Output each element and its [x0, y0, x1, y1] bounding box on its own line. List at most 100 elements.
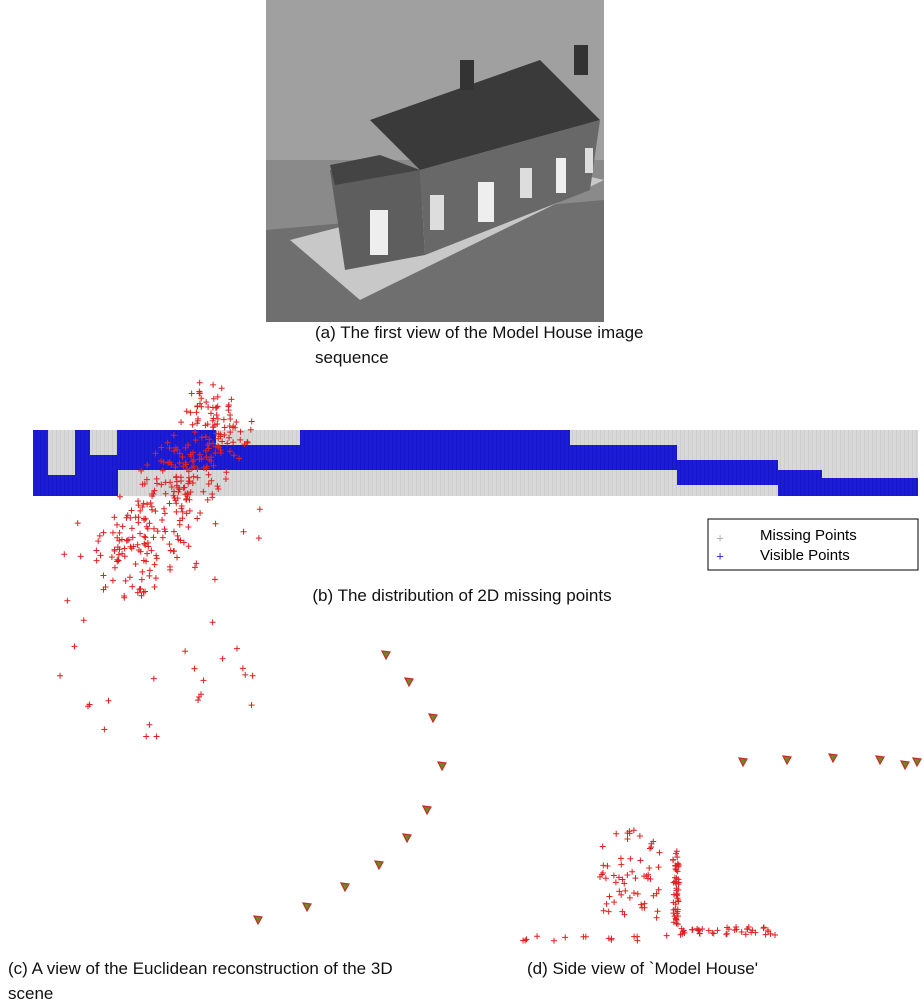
camera: [739, 758, 747, 766]
visible-region: [822, 478, 918, 496]
point: [97, 533, 103, 539]
point: [146, 573, 152, 579]
point: [95, 538, 101, 544]
point: [110, 530, 116, 536]
svg-text:+: +: [716, 548, 724, 563]
point: [195, 697, 201, 703]
point: [194, 515, 200, 521]
camera: [375, 861, 383, 869]
point: [551, 938, 557, 944]
camera: [438, 762, 446, 770]
point: [622, 888, 628, 894]
point: [200, 677, 206, 683]
point: [78, 553, 84, 559]
point: [637, 857, 643, 863]
point: [98, 552, 104, 558]
figure-art: + + Missing Points Visible Points: [0, 0, 924, 1006]
point: [534, 933, 540, 939]
point: [601, 908, 607, 914]
point: [93, 548, 99, 554]
point: [162, 510, 168, 516]
point: [175, 533, 181, 539]
point: [629, 869, 635, 875]
point: [154, 555, 160, 561]
point: [193, 409, 199, 415]
visible-region: [677, 460, 778, 485]
point: [121, 546, 127, 552]
point: [167, 564, 173, 570]
point: [213, 405, 219, 411]
point: [184, 408, 190, 414]
point: [166, 500, 172, 506]
point: [129, 508, 135, 514]
page: + + Missing Points Visible Points (a) Th…: [0, 0, 924, 1006]
camera: [382, 651, 390, 659]
point: [600, 844, 606, 850]
point: [606, 909, 612, 915]
point: [94, 558, 100, 564]
point: [150, 534, 156, 540]
point: [523, 936, 529, 942]
point: [228, 396, 234, 402]
point: [191, 666, 197, 672]
point: [75, 520, 81, 526]
point: [214, 412, 220, 418]
point: [618, 862, 624, 868]
point: [182, 648, 188, 654]
point: [127, 574, 133, 580]
point: [210, 619, 216, 625]
point: [627, 895, 633, 901]
point: [180, 509, 186, 515]
point: [192, 564, 198, 570]
point: [189, 391, 195, 397]
point: [221, 417, 227, 423]
point: [173, 509, 179, 515]
point: [638, 902, 644, 908]
point: [135, 514, 141, 520]
point: [655, 908, 661, 914]
camera: [829, 754, 837, 762]
point: [613, 831, 619, 837]
point: [111, 514, 117, 520]
point: [606, 894, 612, 900]
point: [226, 402, 232, 408]
point: [129, 525, 135, 531]
point: [160, 535, 166, 541]
point: [61, 551, 67, 557]
camera: [403, 834, 411, 842]
point: [100, 573, 106, 579]
camera: [341, 883, 349, 891]
point: [135, 520, 141, 526]
point: [178, 419, 184, 425]
point: [646, 865, 652, 871]
point: [120, 523, 126, 529]
point: [141, 534, 147, 540]
point: [627, 856, 633, 862]
svg-text:+: +: [716, 530, 724, 545]
point: [197, 380, 203, 386]
visible-region: [300, 430, 570, 470]
point: [603, 875, 609, 881]
point: [210, 382, 216, 388]
visible-region: [48, 475, 118, 496]
camera: [876, 756, 884, 764]
point: [137, 531, 143, 537]
point: [624, 872, 630, 878]
point: [600, 862, 606, 868]
point: [241, 529, 247, 535]
point: [690, 927, 696, 933]
point: [101, 530, 107, 536]
point: [81, 617, 87, 623]
point: [240, 665, 246, 671]
point: [152, 562, 158, 568]
point: [761, 924, 767, 930]
point: [631, 890, 637, 896]
point: [654, 915, 660, 921]
point: [171, 548, 177, 554]
point: [635, 891, 641, 897]
point: [154, 734, 160, 740]
point: [173, 500, 179, 506]
point: [233, 419, 239, 425]
point: [184, 496, 190, 502]
point: [220, 656, 226, 662]
